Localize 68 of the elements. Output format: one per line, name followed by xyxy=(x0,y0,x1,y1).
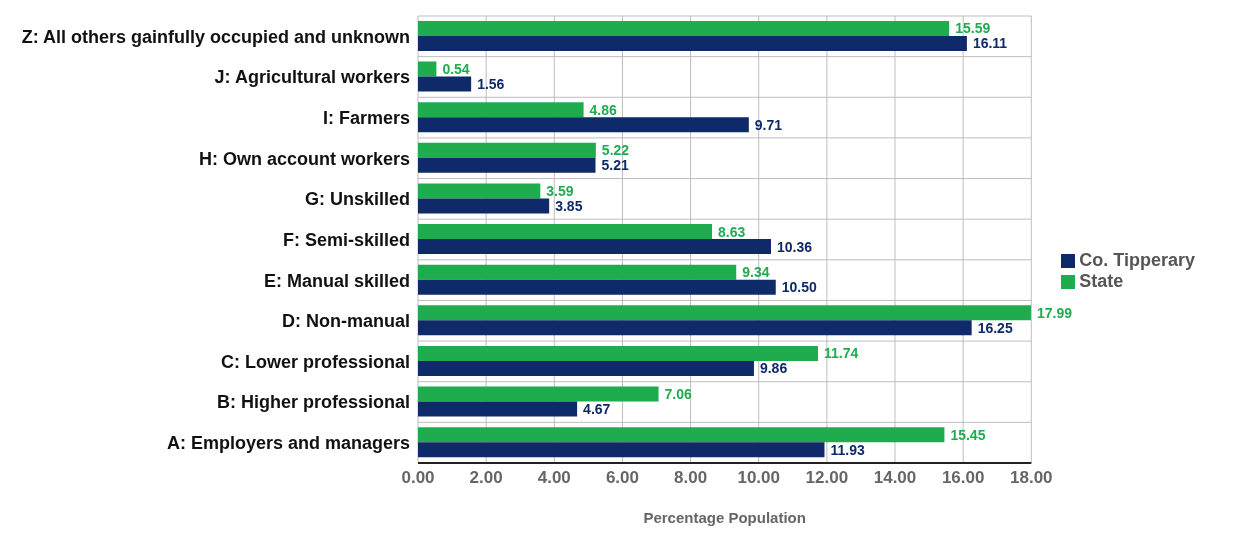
data-label: 1.56 xyxy=(477,76,505,93)
x-tick-label: 16.00 xyxy=(941,468,985,488)
bar xyxy=(418,386,659,402)
data-label: 3.59 xyxy=(546,182,574,199)
bar xyxy=(418,20,950,36)
data-label: 3.85 xyxy=(555,197,583,214)
data-label: 4.86 xyxy=(589,101,618,118)
bar xyxy=(418,35,967,51)
y-tick-label: J: Agricultural workers xyxy=(214,67,410,88)
x-tick-label: 12.00 xyxy=(805,468,849,488)
data-label: 9.71 xyxy=(754,116,783,133)
x-tick-label: 8.00 xyxy=(674,468,708,488)
bar xyxy=(418,157,596,173)
data-label: 9.34 xyxy=(742,264,770,281)
y-tick-label: H: Own account workers xyxy=(198,148,410,169)
bar xyxy=(418,102,584,118)
data-label: 4.67 xyxy=(583,401,611,418)
bar xyxy=(418,305,1031,321)
bar xyxy=(418,239,771,255)
bar xyxy=(418,401,578,417)
data-label: 8.63 xyxy=(718,223,746,240)
bar xyxy=(418,183,541,199)
x-tick-label: 4.00 xyxy=(537,468,571,488)
y-tick-label: C: Lower professional xyxy=(220,351,410,372)
data-label: 16.25 xyxy=(977,319,1013,336)
bar xyxy=(418,198,550,214)
legend-label: State xyxy=(1079,270,1124,291)
data-label: 17.99 xyxy=(1036,304,1073,321)
x-tick-label: 18.00 xyxy=(1010,468,1053,488)
x-tick-label: 2.00 xyxy=(469,468,503,488)
data-label: 15.59 xyxy=(955,20,991,37)
bar xyxy=(418,76,472,92)
y-tick-label: I: Farmers xyxy=(322,107,410,128)
bar xyxy=(418,279,776,295)
bar xyxy=(418,360,754,376)
data-label: 7.06 xyxy=(664,386,693,403)
legend-label: Co. Tipperary xyxy=(1079,249,1195,270)
data-label: 10.36 xyxy=(776,238,813,255)
data-label: 11.74 xyxy=(824,345,859,362)
bar xyxy=(418,442,825,458)
x-tick-label: 10.00 xyxy=(737,468,780,488)
y-tick-label: D: Non-manual xyxy=(282,311,410,332)
x-tick-label: 14.00 xyxy=(873,468,917,488)
bar xyxy=(418,264,737,280)
y-tick-label: F: Semi-skilled xyxy=(282,229,410,250)
data-label: 16.11 xyxy=(972,35,1008,52)
y-tick-label: B: Higher professional xyxy=(216,392,410,413)
bar xyxy=(418,224,713,240)
data-label: 15.45 xyxy=(950,426,986,443)
y-tick-label: A: Employers and managers xyxy=(166,433,410,454)
bar xyxy=(418,427,945,443)
data-label: 9.86 xyxy=(759,360,788,377)
data-label: 10.50 xyxy=(781,279,817,296)
y-tick-label: Z: All others gainfully occupied and unknown xyxy=(21,26,410,47)
bar xyxy=(418,142,596,158)
x-tick-label: 0.00 xyxy=(401,468,435,488)
bar xyxy=(418,345,819,361)
y-tick-label: G: Unskilled xyxy=(304,189,410,210)
data-label: 0.54 xyxy=(442,61,470,78)
data-label: 5.22 xyxy=(601,142,630,159)
bar xyxy=(418,61,437,77)
data-label: 5.21 xyxy=(601,157,629,174)
y-tick-label: E: Manual skilled xyxy=(263,270,410,291)
x-axis-title: Percentage Population xyxy=(643,509,806,526)
bar xyxy=(418,320,972,336)
bar xyxy=(418,117,749,133)
data-label: 11.93 xyxy=(830,441,865,458)
x-tick-label: 6.00 xyxy=(605,468,639,488)
